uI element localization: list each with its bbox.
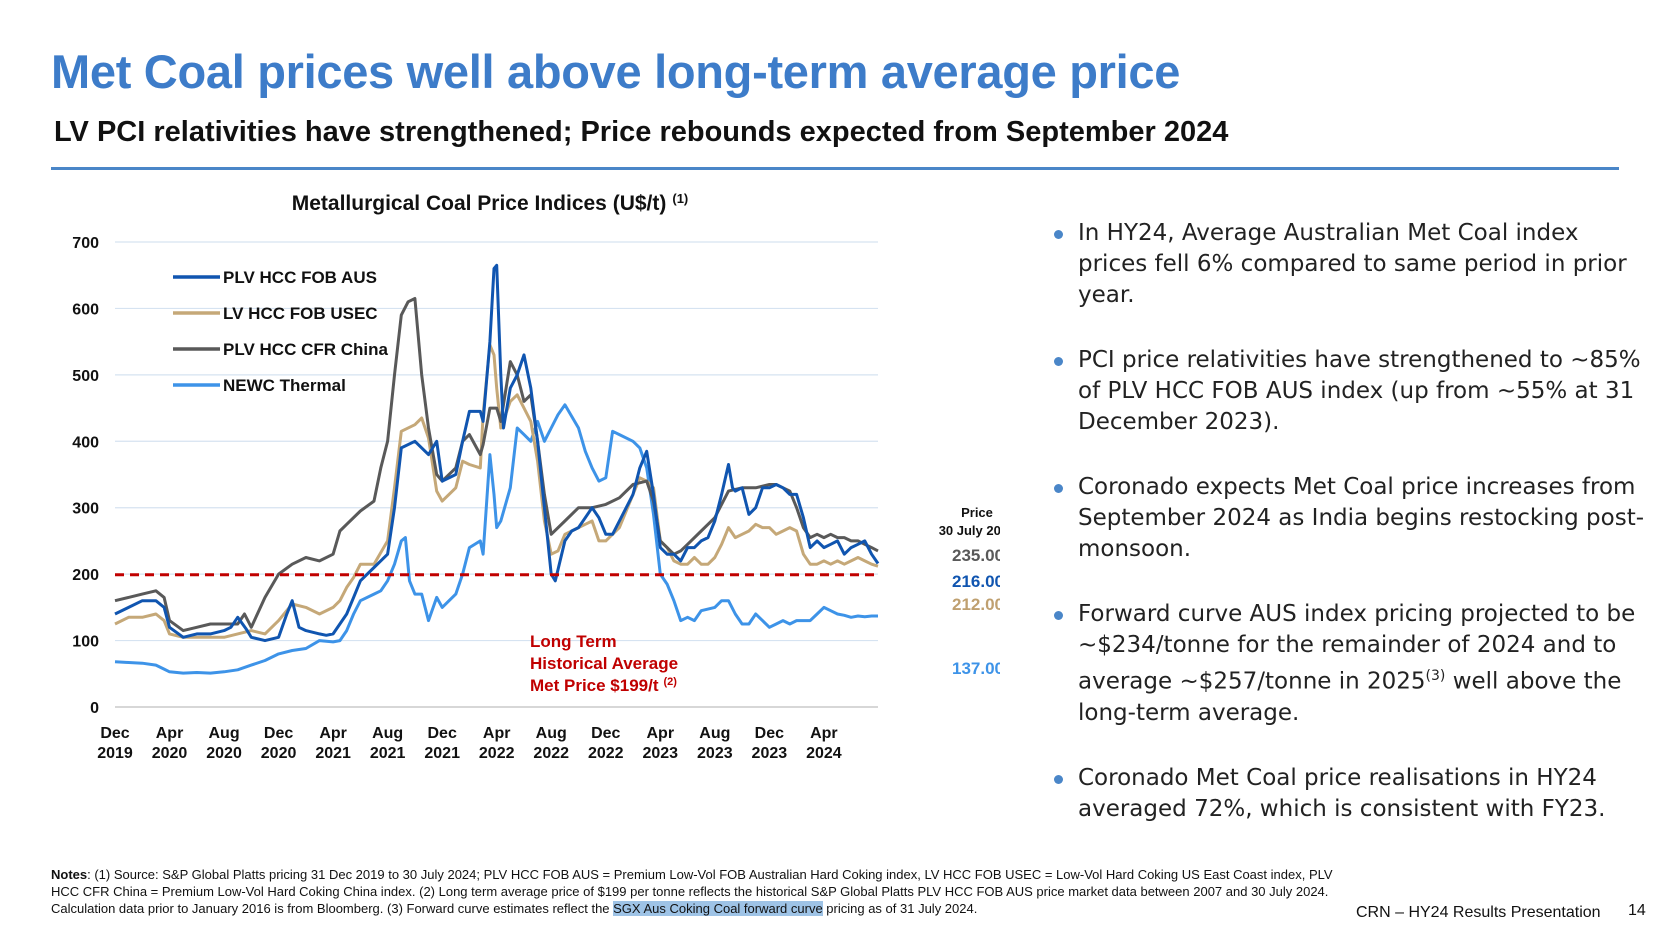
x-tick-month: Dec [427,725,456,742]
x-tick-month: Dec [755,725,784,742]
x-tick-month: Apr [810,725,838,742]
y-tick-label: 500 [72,368,99,385]
bullet-item: In HY24, Average Australian Met Coal ind… [1052,218,1652,311]
met-coal-chart: Metallurgical Coal Price Indices (U$/t) (… [40,180,1016,830]
x-tick-year: 2022 [533,745,569,762]
bullet-text: Forward curve AUS index pricing projecte… [1078,601,1636,695]
x-tick-year: 2019 [97,745,133,762]
x-tick-month: Apr [483,725,511,742]
bullet-text: well above the long-term average. [1078,668,1622,726]
x-tick-month: Dec [264,725,293,742]
legend-label: LV HCC FOB USEC [223,304,378,323]
bullet-item: Coronado expects Met Coal price increase… [1052,472,1652,565]
title-divider [51,167,1619,170]
notes-text-end: pricing as of 31 July 2024. [822,901,978,916]
y-tick-label: 0 [90,700,99,717]
reference-line-superscript: (2) [664,676,678,688]
x-tick-year: 2023 [752,745,788,762]
x-tick-year: 2022 [479,745,515,762]
series-line [114,403,878,675]
y-tick-label: 300 [72,501,99,518]
chart-title-superscript: (1) [672,191,688,206]
x-tick-year: 2021 [315,745,351,762]
bullet-list: In HY24, Average Australian Met Coal ind… [1052,218,1652,859]
end-price-label: 216.00 [952,572,1000,591]
bullet-item: Coronado Met Coal price realisations in … [1052,763,1652,825]
notes-text: : (1) Source: S&P Global Platts pricing … [51,867,1333,916]
reference-line-label: Historical Average [530,654,678,673]
legend-label: PLV HCC FOB AUS [223,268,377,287]
footnotes: Notes: (1) Source: S&P Global Platts pri… [51,866,1341,917]
x-tick-month: Aug [536,725,567,742]
end-price-labels: Price 30 July 2024 216.00 212.00 235.00 137.0… [939,505,1016,678]
x-tick-month: Apr [156,725,184,742]
x-tick-month: Apr [319,725,347,742]
x-axis: Dec 2019 Apr 2020 Aug 2020 Dec 2020 Apr 2021 Aug 20… [97,725,842,762]
bullet-item: PCI price relativities have strengthened… [1052,345,1652,438]
notes-highlight: SGX Aus Coking Coal forward curve [613,901,823,916]
legend-label: PLV HCC CFR China [223,340,389,359]
slide-subtitle: LV PCI relativities have strengthened; P… [54,116,1229,148]
notes-label: Notes [51,867,88,882]
chart-series [114,263,880,675]
x-tick-year: 2020 [261,745,297,762]
reference-line: Long Term Historical Average Met Price $19… [115,573,878,695]
end-price-label: 235.00 [952,546,1000,565]
reference-line-label: Long Term [530,632,617,651]
x-tick-year: 2020 [206,745,242,762]
x-tick-year: 2021 [370,745,406,762]
end-price-label: 137.00 [952,659,1000,678]
x-tick-year: 2020 [152,745,188,762]
bullet-superscript: (3) [1425,668,1446,684]
x-tick-month: Apr [647,725,675,742]
bullet-item: Forward curve AUS index pricing projecte… [1052,599,1652,729]
reference-line-label-text: Historical Average [530,654,678,673]
x-tick-month: Aug [372,725,403,742]
y-tick-label: 200 [72,567,99,584]
reference-line-label-text: Met Price $199/t [530,676,659,695]
x-tick-year: 2022 [588,745,624,762]
chart-legend: PLV HCC FOB AUS LV HCC FOB USEC PLV HCC CF… [173,268,389,395]
x-tick-year: 2023 [697,745,733,762]
end-header-line1: Price [961,505,993,520]
page-number: 14 [1628,902,1646,919]
series-line [114,263,880,643]
y-tick-label: 100 [72,634,99,651]
y-axis: 0 100 200 300 400 500 600 700 [72,235,99,717]
y-tick-label: 700 [72,235,99,252]
x-tick-month: Dec [100,725,129,742]
chart-title-text: Metallurgical Coal Price Indices (U$/t) [292,192,667,215]
x-tick-year: 2021 [424,745,460,762]
slide-title: Met Coal prices well above long-term ave… [51,45,1181,98]
reference-line-label-text: Long Term [530,632,617,651]
x-tick-month: Aug [209,725,240,742]
chart-title: Metallurgical Coal Price Indices (U$/t) (… [292,191,689,215]
x-tick-year: 2023 [642,745,678,762]
chart-svg: Metallurgical Coal Price Indices (U$/t) (… [72,191,1016,762]
footer-text: CRN – HY24 Results Presentation [1356,904,1601,921]
end-price-label: 212.00 [952,595,1000,614]
reference-line-label: Met Price $199/t (2) [530,676,677,695]
x-tick-month: Dec [591,725,620,742]
legend-label: NEWC Thermal [223,376,346,395]
x-tick-year: 2024 [806,745,842,762]
y-tick-label: 600 [72,301,99,318]
x-tick-month: Aug [699,725,730,742]
y-tick-label: 400 [72,434,99,451]
end-header-line2: 30 July 2024 [939,523,1000,538]
